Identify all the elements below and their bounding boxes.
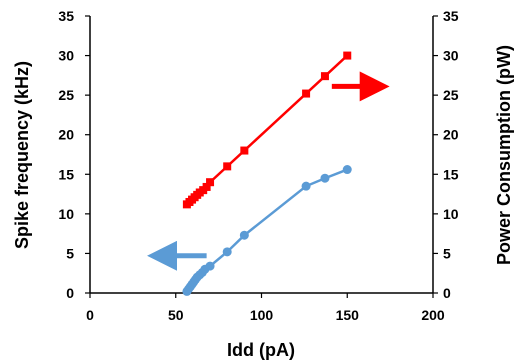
y-tick-label: 15 [58,166,74,182]
y-axis-title: Spike frequency (kHz) [12,61,32,249]
series-1-point [320,72,329,81]
y-tick-label: 25 [58,87,74,103]
y2-tick-label: 10 [443,206,459,222]
y-tick-label: 20 [58,127,74,143]
series-0-point [320,173,330,183]
series-0-point [222,247,232,257]
series-1-point [206,178,215,187]
series-1-point [240,146,249,155]
y-tick-label: 10 [58,206,74,222]
series-1-point [302,89,311,98]
y2-tick-label: 15 [443,166,459,182]
series-0-point [205,261,215,271]
x-tick-label: 0 [86,307,94,323]
y2-tick-label: 30 [443,48,459,64]
series-1-point [202,182,211,191]
y2-tick-label: 25 [443,87,459,103]
series-0-point [342,165,352,175]
y2-tick-label: 5 [443,245,451,261]
x-tick-label: 150 [336,307,360,323]
x-tick-label: 100 [250,307,274,323]
y2-tick-label: 0 [443,285,451,301]
y2-tick-label: 20 [443,127,459,143]
series-0-point [239,230,249,240]
ticks: 0 50 100 150 200 0 5 10 15 20 25 30 35 0 5 10 15 20 25 30 35 [58,8,458,323]
y2-tick-label: 35 [443,8,459,24]
series-line-0 [185,168,348,293]
series-1-point [343,51,352,60]
y-tick-label: 0 [66,285,74,301]
x-tick-label: 200 [421,307,445,323]
x-tick-label: 50 [168,307,184,323]
series-1-point [223,162,232,171]
annotations [147,71,390,271]
y2-axis-title: Power Consumption (pW) [494,45,514,265]
series [182,51,352,296]
series-0-point [301,181,311,191]
x-axis-title: Idd (pA) [227,340,295,360]
y-tick-label: 30 [58,48,74,64]
y-tick-label: 35 [58,8,74,24]
y-tick-label: 5 [66,245,74,261]
